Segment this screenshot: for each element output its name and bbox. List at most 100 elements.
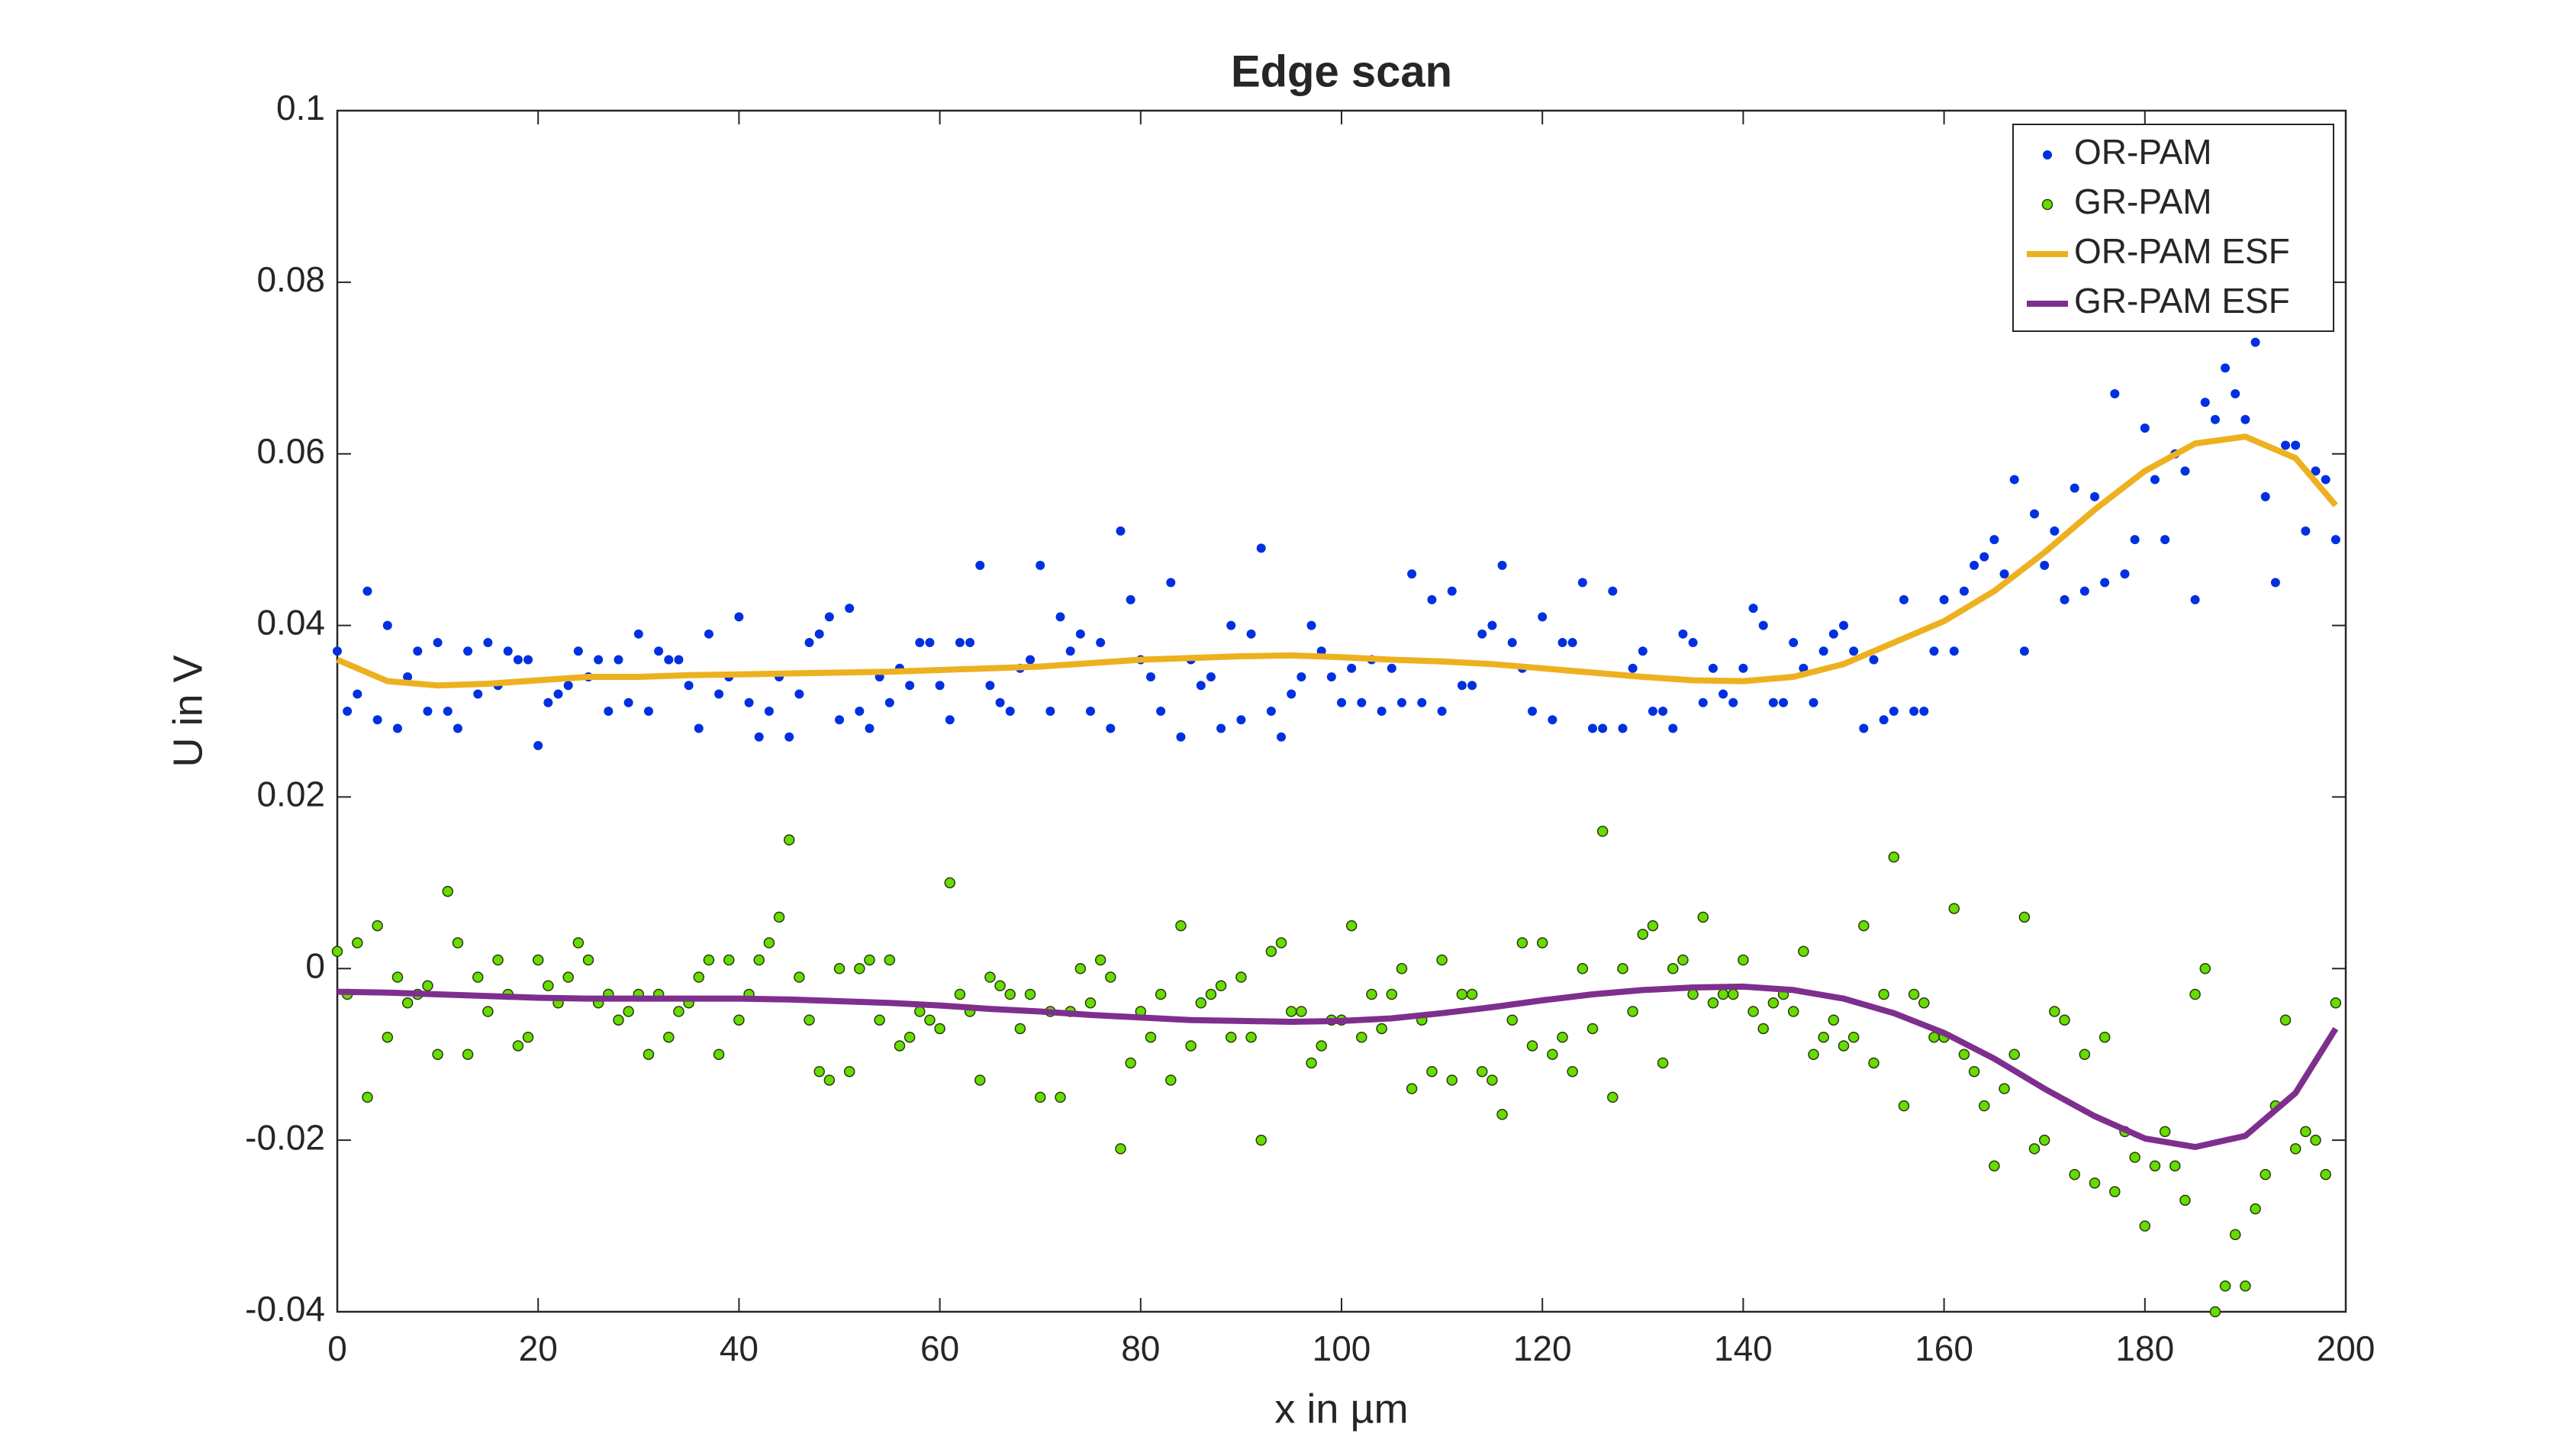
data-point xyxy=(814,629,824,639)
data-point xyxy=(1898,1100,1910,1112)
data-point xyxy=(2300,1126,2311,1138)
data-point xyxy=(483,638,493,648)
data-point xyxy=(764,707,774,716)
data-point xyxy=(654,646,664,656)
data-point xyxy=(362,586,372,596)
data-point xyxy=(2028,1143,2041,1155)
data-point xyxy=(1627,1006,1638,1017)
data-point xyxy=(522,1031,534,1043)
data-point xyxy=(2140,423,2150,433)
data-point xyxy=(1357,697,1367,707)
data-point xyxy=(1326,672,1336,682)
data-point xyxy=(1225,1031,1237,1043)
data-point xyxy=(1074,963,1087,974)
data-point xyxy=(1547,1049,1558,1060)
data-point xyxy=(753,954,765,966)
data-point xyxy=(723,954,735,966)
marker-series xyxy=(333,337,2340,750)
legend-marker xyxy=(2041,198,2053,211)
data-point xyxy=(1065,646,1075,656)
legend-label: OR-PAM xyxy=(2074,132,2212,172)
data-point xyxy=(423,707,433,716)
x-tick-label: 160 xyxy=(1915,1329,1973,1368)
data-point xyxy=(2229,1229,2241,1241)
data-point xyxy=(984,971,996,983)
data-point xyxy=(2260,491,2270,501)
data-point xyxy=(1166,578,1176,588)
data-point xyxy=(1586,1023,1599,1035)
data-point xyxy=(804,1014,815,1026)
data-point xyxy=(1868,1057,1880,1069)
data-point xyxy=(904,1031,916,1043)
data-point xyxy=(1306,1057,1317,1069)
data-point xyxy=(1657,1057,1669,1069)
data-point xyxy=(472,971,484,983)
data-point xyxy=(1958,1049,1970,1060)
data-point xyxy=(1467,681,1477,691)
data-point xyxy=(2120,569,2130,579)
data-point xyxy=(382,1031,394,1043)
data-point xyxy=(2110,389,2120,399)
data-point xyxy=(974,1074,986,1086)
data-point xyxy=(2330,535,2340,545)
data-point xyxy=(1869,655,1879,665)
data-point xyxy=(1497,560,1507,570)
data-point xyxy=(1407,569,1417,579)
data-point xyxy=(1417,697,1427,707)
legend-label: OR-PAM ESF xyxy=(2074,231,2290,271)
data-point xyxy=(1106,723,1116,733)
data-point xyxy=(2008,1049,2020,1060)
data-point xyxy=(2050,526,2060,536)
data-point xyxy=(754,732,764,742)
data-point xyxy=(2320,1168,2331,1181)
data-point xyxy=(975,560,985,570)
data-point xyxy=(1989,1160,2000,1172)
data-point xyxy=(1004,988,1016,1000)
data-point xyxy=(1849,646,1859,656)
data-point xyxy=(1296,1006,1307,1017)
data-point xyxy=(934,1023,945,1035)
data-point xyxy=(2310,1134,2321,1146)
data-point xyxy=(353,689,362,699)
data-point xyxy=(845,604,855,614)
data-point xyxy=(2281,440,2291,450)
data-point xyxy=(855,707,865,716)
data-point xyxy=(2079,1049,2091,1060)
data-point xyxy=(643,707,653,716)
legend-box xyxy=(2012,124,2334,332)
data-point xyxy=(1859,723,1869,733)
data-point xyxy=(572,937,585,949)
x-tick-label: 40 xyxy=(720,1329,759,1368)
data-point xyxy=(1115,1143,1126,1155)
data-point xyxy=(1757,1023,1769,1035)
data-point xyxy=(1345,920,1358,932)
y-axis-label: U in V xyxy=(165,655,211,767)
data-point xyxy=(1567,1065,1578,1078)
data-point xyxy=(633,629,643,639)
data-point xyxy=(1536,937,1548,949)
data-point xyxy=(1215,980,1227,992)
data-point xyxy=(864,954,875,966)
data-point xyxy=(2291,440,2301,450)
data-point xyxy=(2079,586,2089,596)
data-point xyxy=(2221,363,2231,373)
data-point xyxy=(704,629,713,639)
data-point xyxy=(613,1014,624,1026)
data-point xyxy=(1446,1074,1458,1086)
data-point xyxy=(905,681,915,691)
data-point xyxy=(533,740,543,750)
data-point xyxy=(965,638,975,648)
data-point xyxy=(1779,697,1789,707)
data-point xyxy=(944,877,956,889)
data-point xyxy=(331,945,343,958)
data-point xyxy=(1899,594,1909,604)
data-point xyxy=(744,697,754,707)
data-point xyxy=(1206,672,1216,682)
data-point xyxy=(985,681,995,691)
data-point xyxy=(1356,1031,1367,1043)
data-point xyxy=(563,681,573,691)
data-point xyxy=(482,1006,494,1017)
data-point xyxy=(432,1049,443,1060)
data-point xyxy=(604,707,614,716)
